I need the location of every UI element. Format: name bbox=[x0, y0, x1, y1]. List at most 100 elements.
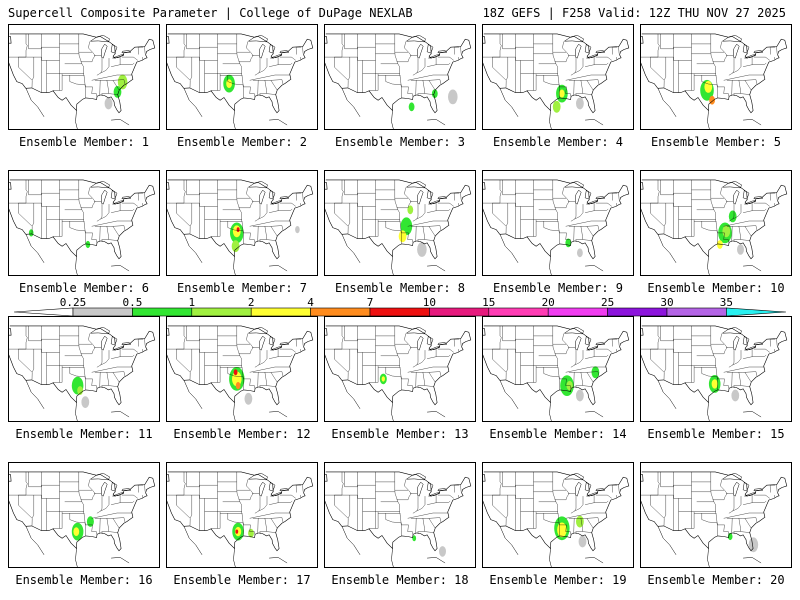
state-border bbox=[101, 80, 109, 96]
state-border bbox=[396, 479, 412, 500]
state-border bbox=[257, 80, 259, 96]
great-lake bbox=[575, 481, 582, 497]
colorbar-tick-label: 35 bbox=[720, 296, 733, 309]
state-border bbox=[664, 349, 666, 373]
state-border bbox=[752, 354, 767, 357]
state-border bbox=[334, 33, 349, 88]
coastline bbox=[8, 33, 156, 114]
ensemble-member-label: Ensemble Member: 19 bbox=[489, 573, 627, 587]
state-border bbox=[492, 471, 507, 526]
great-lake bbox=[721, 473, 742, 481]
great-lake bbox=[426, 481, 434, 492]
state-border bbox=[121, 348, 138, 353]
state-border bbox=[396, 41, 412, 62]
state-border bbox=[111, 349, 121, 359]
state-border bbox=[573, 518, 575, 534]
mexico-gulf-coast bbox=[75, 548, 78, 568]
state-border bbox=[190, 495, 192, 519]
state-border bbox=[52, 73, 63, 91]
state-border bbox=[460, 484, 462, 492]
coastline bbox=[166, 33, 314, 114]
state-border bbox=[710, 33, 716, 76]
colorbar-segment bbox=[666, 307, 727, 317]
state-border bbox=[733, 372, 741, 388]
map-frame bbox=[640, 462, 792, 568]
great-lake bbox=[733, 481, 740, 497]
state-border bbox=[269, 349, 279, 359]
state-border bbox=[190, 57, 192, 81]
coastline bbox=[8, 325, 156, 406]
mexico-coast bbox=[183, 380, 203, 409]
state-border bbox=[715, 75, 729, 97]
ensemble-member-label: Ensemble Member: 6 bbox=[18, 281, 150, 295]
state-border bbox=[252, 517, 284, 523]
state-border bbox=[111, 203, 121, 213]
state-border bbox=[254, 350, 261, 368]
ensemble-member-label: Ensemble Member: 3 bbox=[334, 135, 466, 149]
great-lake bbox=[563, 473, 584, 481]
great-lake bbox=[247, 473, 268, 481]
state-border bbox=[585, 203, 595, 213]
state-border bbox=[368, 73, 379, 91]
state-border bbox=[210, 511, 221, 529]
state-border bbox=[269, 495, 279, 505]
state-border bbox=[249, 220, 291, 227]
cuba-coast bbox=[585, 119, 604, 126]
state-border bbox=[258, 496, 268, 512]
great-lake bbox=[279, 50, 290, 54]
state-border bbox=[726, 517, 758, 523]
great-lake bbox=[586, 54, 599, 59]
state-border bbox=[417, 226, 425, 242]
map-frame bbox=[640, 24, 792, 130]
state-border bbox=[502, 471, 534, 487]
cuba-coast bbox=[743, 411, 762, 418]
great-lake bbox=[428, 200, 441, 205]
state-border bbox=[752, 62, 767, 65]
great-lake bbox=[259, 189, 266, 205]
state-border bbox=[417, 372, 425, 388]
state-border bbox=[249, 366, 291, 373]
great-lake bbox=[405, 35, 426, 43]
great-lake bbox=[753, 342, 764, 346]
state-border bbox=[344, 179, 376, 195]
state-border bbox=[660, 179, 692, 195]
state-border bbox=[28, 179, 60, 195]
state-border bbox=[96, 58, 103, 76]
state-border bbox=[574, 496, 584, 512]
state-border bbox=[302, 46, 304, 54]
state-border bbox=[295, 339, 302, 347]
scp-shading bbox=[704, 81, 713, 93]
mexico-gulf-coast bbox=[75, 110, 78, 130]
state-border bbox=[568, 371, 600, 377]
state-border bbox=[618, 192, 620, 200]
state-border bbox=[554, 479, 570, 500]
state-border bbox=[776, 484, 778, 492]
great-lake bbox=[279, 342, 290, 346]
coastline bbox=[482, 325, 630, 406]
great-lake bbox=[89, 473, 110, 481]
scp-shading bbox=[431, 89, 438, 98]
state-border bbox=[731, 80, 733, 96]
state-border bbox=[78, 471, 84, 514]
great-lake bbox=[595, 488, 606, 492]
state-border bbox=[417, 80, 425, 96]
state-border bbox=[108, 239, 118, 241]
scp-shading bbox=[77, 386, 83, 395]
us-map bbox=[482, 462, 634, 568]
state-border bbox=[120, 208, 135, 211]
scp-shading bbox=[576, 97, 584, 110]
state-border bbox=[334, 179, 349, 234]
ensemble-member-map bbox=[640, 170, 792, 276]
state-border bbox=[344, 471, 376, 487]
state-border bbox=[99, 518, 101, 534]
us-map bbox=[482, 316, 634, 422]
mexico-coast bbox=[499, 526, 519, 555]
us-map bbox=[482, 170, 634, 276]
state-border bbox=[385, 75, 402, 98]
great-lake bbox=[744, 54, 757, 59]
state-border bbox=[236, 325, 242, 368]
state-border bbox=[407, 512, 449, 519]
state-border bbox=[80, 41, 96, 62]
ensemble-member-map bbox=[482, 462, 634, 568]
state-border bbox=[348, 495, 350, 519]
